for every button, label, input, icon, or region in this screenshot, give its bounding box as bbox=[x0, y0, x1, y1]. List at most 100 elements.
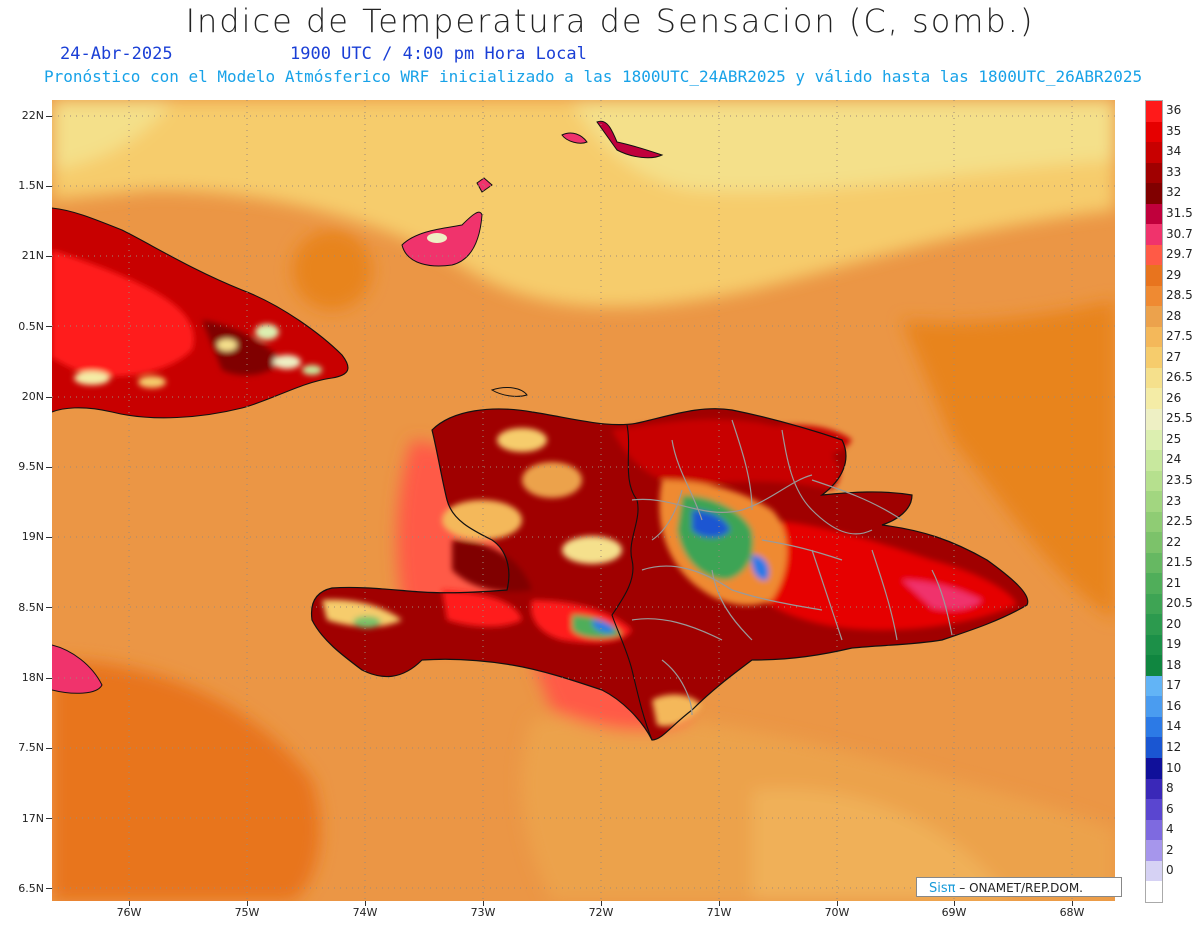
lat-label: 19N bbox=[21, 530, 44, 543]
legend-swatch bbox=[1146, 408, 1162, 430]
legend-label: 23.5 bbox=[1166, 472, 1193, 487]
legend-label: 35 bbox=[1166, 123, 1182, 138]
temperature-map bbox=[52, 100, 1115, 901]
lon-label: 74W bbox=[352, 906, 378, 919]
lon-label: 76W bbox=[116, 906, 142, 919]
lon-label: 68W bbox=[1059, 906, 1085, 919]
lat-label: 8.5N bbox=[18, 601, 44, 614]
legend-label: 26 bbox=[1166, 390, 1182, 405]
legend-swatch bbox=[1146, 532, 1162, 553]
legend-swatch bbox=[1146, 491, 1162, 512]
legend-label: 23 bbox=[1166, 493, 1182, 508]
legend-label: 32 bbox=[1166, 185, 1182, 200]
legend-label: 4 bbox=[1166, 822, 1174, 837]
lon-label: 69W bbox=[941, 906, 967, 919]
legend-swatch bbox=[1146, 819, 1162, 841]
ocean-gradients bbox=[52, 100, 1115, 901]
legend-swatch bbox=[1146, 593, 1162, 615]
legend-label: 18 bbox=[1166, 657, 1182, 672]
cuba-land bbox=[52, 207, 349, 694]
legend-swatch bbox=[1146, 265, 1162, 286]
province-borders bbox=[631, 419, 953, 716]
legend-swatch bbox=[1146, 285, 1162, 307]
legend-swatch bbox=[1146, 183, 1162, 204]
map-title: Indice de Temperatura de Sensacion (C, s… bbox=[185, 2, 1035, 40]
legend-label: 33 bbox=[1166, 164, 1182, 179]
legend-swatch bbox=[1146, 511, 1162, 533]
legend-label: 28.5 bbox=[1166, 288, 1193, 303]
lat-label: 17N bbox=[21, 812, 44, 825]
hispaniola-land bbox=[310, 408, 1029, 741]
legend-swatch bbox=[1146, 306, 1162, 327]
legend-swatch bbox=[1146, 716, 1162, 738]
legend-swatch bbox=[1146, 162, 1162, 184]
legend-swatch bbox=[1146, 696, 1162, 717]
legend-label: 0 bbox=[1166, 863, 1174, 878]
credit-box: Sisπ – ONAMET/REP.DOM. bbox=[916, 877, 1122, 897]
legend-label: 19 bbox=[1166, 637, 1182, 652]
legend-swatch bbox=[1146, 634, 1162, 656]
legend-label: 20.5 bbox=[1166, 596, 1193, 611]
lat-label: 7.5N bbox=[18, 741, 44, 754]
legend-label: 8 bbox=[1166, 781, 1174, 796]
credit-text: – ONAMET/REP.DOM. bbox=[955, 881, 1083, 895]
model-description: Pronóstico con el Modelo Atmósferico WRF… bbox=[44, 67, 1143, 86]
lon-label: 75W bbox=[234, 906, 260, 919]
legend-swatch bbox=[1146, 655, 1162, 676]
lon-label: 72W bbox=[588, 906, 614, 919]
legend-swatch bbox=[1146, 450, 1162, 471]
legend-swatch bbox=[1146, 737, 1162, 758]
legend-label: 22.5 bbox=[1166, 514, 1193, 529]
legend-swatch bbox=[1146, 429, 1162, 451]
legend-label: 20 bbox=[1166, 616, 1182, 631]
legend-swatch bbox=[1146, 881, 1162, 902]
forecast-time: 1900 UTC / 4:00 pm Hora Local bbox=[290, 44, 587, 64]
bahamas-islands bbox=[401, 120, 664, 397]
legend-label: 24 bbox=[1166, 452, 1182, 467]
legend-label: 14 bbox=[1166, 719, 1182, 734]
legend-swatch bbox=[1146, 470, 1162, 492]
legend-label: 30.7 bbox=[1166, 226, 1193, 241]
legend-label: 22 bbox=[1166, 534, 1182, 549]
map-svg bbox=[52, 100, 1115, 901]
legend-swatch bbox=[1146, 758, 1162, 779]
legend-swatch bbox=[1146, 367, 1162, 389]
legend-label: 25.5 bbox=[1166, 411, 1193, 426]
lat-label: 21N bbox=[21, 249, 44, 262]
lon-label: 70W bbox=[824, 906, 850, 919]
legend-swatch bbox=[1146, 614, 1162, 635]
legend-swatch bbox=[1146, 121, 1162, 143]
legend-label: 2 bbox=[1166, 842, 1174, 857]
legend-swatch bbox=[1146, 840, 1162, 861]
legend-swatch bbox=[1146, 142, 1162, 163]
legend-label: 25 bbox=[1166, 431, 1182, 446]
lat-label: 9.5N bbox=[18, 460, 44, 473]
legend-label: 21.5 bbox=[1166, 555, 1193, 570]
lat-label: 1.5N bbox=[18, 179, 44, 192]
lon-label: 71W bbox=[706, 906, 732, 919]
color-legend bbox=[1145, 100, 1163, 903]
legend-label: 29 bbox=[1166, 267, 1182, 282]
legend-label: 17 bbox=[1166, 678, 1182, 693]
legend-swatch bbox=[1146, 326, 1162, 348]
legend-swatch bbox=[1146, 573, 1162, 594]
legend-swatch bbox=[1146, 101, 1162, 122]
lat-label: 22N bbox=[21, 109, 44, 122]
legend-label: 27 bbox=[1166, 349, 1182, 364]
legend-swatch bbox=[1146, 675, 1162, 697]
legend-swatch bbox=[1146, 388, 1162, 409]
legend-swatch bbox=[1146, 347, 1162, 368]
legend-label: 16 bbox=[1166, 698, 1182, 713]
legend-label: 21 bbox=[1166, 575, 1182, 590]
legend-label: 26.5 bbox=[1166, 370, 1193, 385]
legend-swatch bbox=[1146, 244, 1162, 266]
sispi-logo: Sisπ bbox=[929, 881, 956, 896]
legend-label: 31.5 bbox=[1166, 205, 1193, 220]
lat-label: 6.5N bbox=[18, 882, 44, 895]
legend-swatch bbox=[1146, 860, 1162, 882]
legend-label: 27.5 bbox=[1166, 329, 1193, 344]
lat-label: 18N bbox=[21, 671, 44, 684]
legend-swatch bbox=[1146, 778, 1162, 800]
legend-label: 6 bbox=[1166, 801, 1174, 816]
legend-swatch bbox=[1146, 552, 1162, 574]
